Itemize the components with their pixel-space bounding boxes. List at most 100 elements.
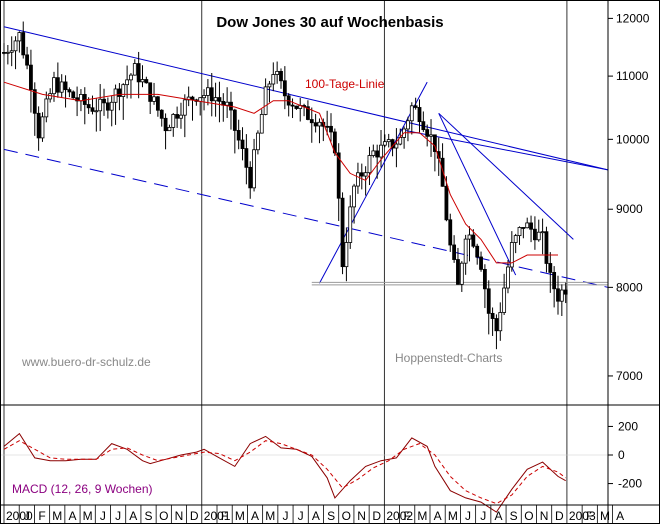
candle-body [409, 105, 414, 122]
candle-body [279, 70, 283, 82]
candle-body [340, 197, 345, 268]
candle [71, 90, 76, 99]
trend-line [3, 148, 609, 288]
ma-100-line [3, 81, 558, 264]
chart-title: Dow Jones 30 auf Wochenbasis [216, 14, 443, 31]
candle [382, 134, 387, 148]
candle [44, 91, 49, 123]
candle [256, 130, 260, 155]
macd-signal-line [3, 440, 567, 505]
candle-body [356, 172, 360, 187]
candle-body [163, 117, 168, 132]
grid [0, 0, 608, 505]
month-label: M [83, 509, 93, 523]
candle [548, 252, 553, 293]
candle-body [217, 97, 222, 102]
candle [533, 216, 537, 250]
candle-body [313, 122, 318, 127]
candle [75, 86, 79, 117]
candle [482, 264, 487, 309]
candle-body [21, 32, 26, 56]
candle-body [559, 289, 564, 302]
candle [117, 83, 122, 111]
candle-body [544, 231, 549, 264]
candle-body [44, 98, 49, 118]
candle [540, 218, 545, 255]
candle-body [67, 89, 72, 93]
candle [429, 119, 433, 157]
candle-body [533, 228, 537, 241]
candle [13, 36, 18, 70]
candle [221, 93, 226, 122]
candle [529, 215, 533, 243]
candle-body [386, 139, 391, 143]
candle-body [432, 134, 437, 152]
candle [367, 146, 372, 186]
candle [275, 61, 280, 84]
month-label: D [372, 509, 381, 523]
candle-body [148, 82, 153, 102]
candle [267, 80, 272, 103]
candle-body [213, 97, 218, 102]
candle [479, 251, 483, 272]
candle [148, 82, 153, 115]
candle-body [179, 114, 183, 119]
candle [356, 162, 360, 194]
candle [217, 81, 222, 123]
candle-body [425, 129, 430, 137]
candle-body [382, 141, 387, 146]
candle-body [55, 77, 60, 93]
candle [459, 261, 464, 292]
candle-body [5, 51, 10, 54]
candle-body [167, 126, 172, 132]
candle-body [371, 150, 376, 156]
candle [113, 84, 118, 125]
candle-body [309, 119, 314, 124]
candle-body [506, 266, 510, 289]
candle-body [486, 288, 491, 314]
macd-line [3, 432, 566, 513]
candle-body [379, 144, 383, 158]
candle [502, 273, 507, 315]
candle [63, 75, 68, 108]
month-label: M [265, 509, 275, 523]
month-label: J [100, 509, 106, 523]
candle-body [52, 77, 56, 95]
candle [421, 111, 426, 132]
candle [313, 113, 318, 133]
candle-body [205, 87, 210, 96]
candle-body [563, 289, 568, 295]
candle [155, 95, 160, 117]
candle-body [79, 94, 83, 102]
candle-body [548, 263, 553, 273]
candle [179, 102, 183, 129]
candle-body [271, 74, 276, 85]
candle [229, 91, 233, 130]
candle [402, 126, 407, 149]
candle-body [40, 116, 45, 139]
candle [563, 282, 568, 304]
candle [290, 98, 295, 119]
candle-body [98, 98, 103, 112]
candle [182, 94, 187, 138]
candle [521, 227, 526, 239]
candle-body [359, 172, 364, 177]
month-label: S [510, 509, 518, 523]
candle-body [125, 79, 130, 86]
month-label: M [448, 509, 458, 523]
indicator-lines [3, 81, 567, 513]
candle [556, 275, 560, 315]
month-label: A [312, 509, 320, 523]
candle [171, 113, 176, 137]
candle [286, 93, 291, 117]
candle-body [471, 234, 476, 247]
candle [21, 21, 26, 59]
candle-body [459, 262, 464, 285]
candle [490, 307, 495, 336]
candle [213, 82, 218, 117]
candle-body [232, 109, 237, 131]
month-label: F [404, 509, 411, 523]
candle [525, 217, 530, 229]
